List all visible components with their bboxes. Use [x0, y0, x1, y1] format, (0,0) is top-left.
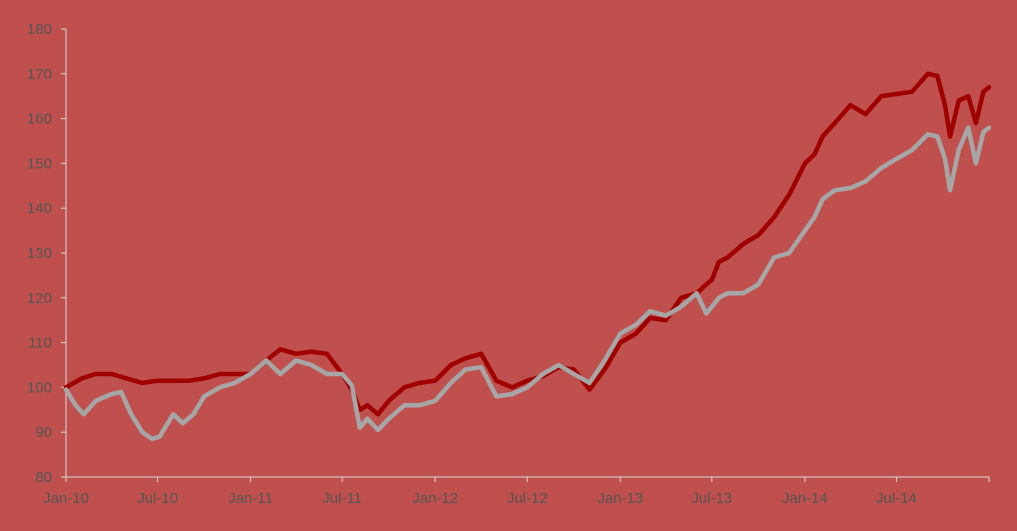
- x-tick-label: Jul-12: [507, 490, 548, 507]
- x-tick-label: Jan-11: [228, 490, 273, 507]
- y-tick-label: 150: [27, 155, 52, 172]
- y-tick-label: 140: [27, 200, 52, 217]
- y-tick-label: 100: [27, 379, 52, 396]
- x-tick-label: Jul-10: [137, 490, 178, 507]
- y-tick-label: 130: [27, 245, 52, 262]
- x-tick-label: Jan-13: [597, 490, 643, 507]
- x-tick-label: Jan-14: [782, 490, 828, 507]
- axes: 80 90 100 110 120 130 140 150 160 170 180 Jan-10 Jul…: [27, 21, 990, 507]
- x-tick-label: Jul-14: [876, 490, 917, 507]
- series-line-2: [63, 125, 992, 442]
- x-tick-label: Jul-13: [691, 490, 732, 507]
- y-tick-label: 80: [35, 469, 52, 486]
- series-group: [63, 71, 992, 442]
- x-tick-label: Jan-10: [43, 490, 89, 507]
- y-tick-label: 180: [27, 21, 52, 38]
- x-tick-label: Jan-12: [412, 490, 458, 507]
- y-tick-label: 160: [27, 111, 52, 128]
- y-tick-label: 120: [27, 290, 52, 307]
- y-tick-label: 170: [27, 66, 52, 83]
- x-tick-label: Jul-11: [322, 490, 362, 507]
- y-tick-label: 90: [35, 424, 52, 441]
- y-tick-label: 110: [28, 335, 52, 352]
